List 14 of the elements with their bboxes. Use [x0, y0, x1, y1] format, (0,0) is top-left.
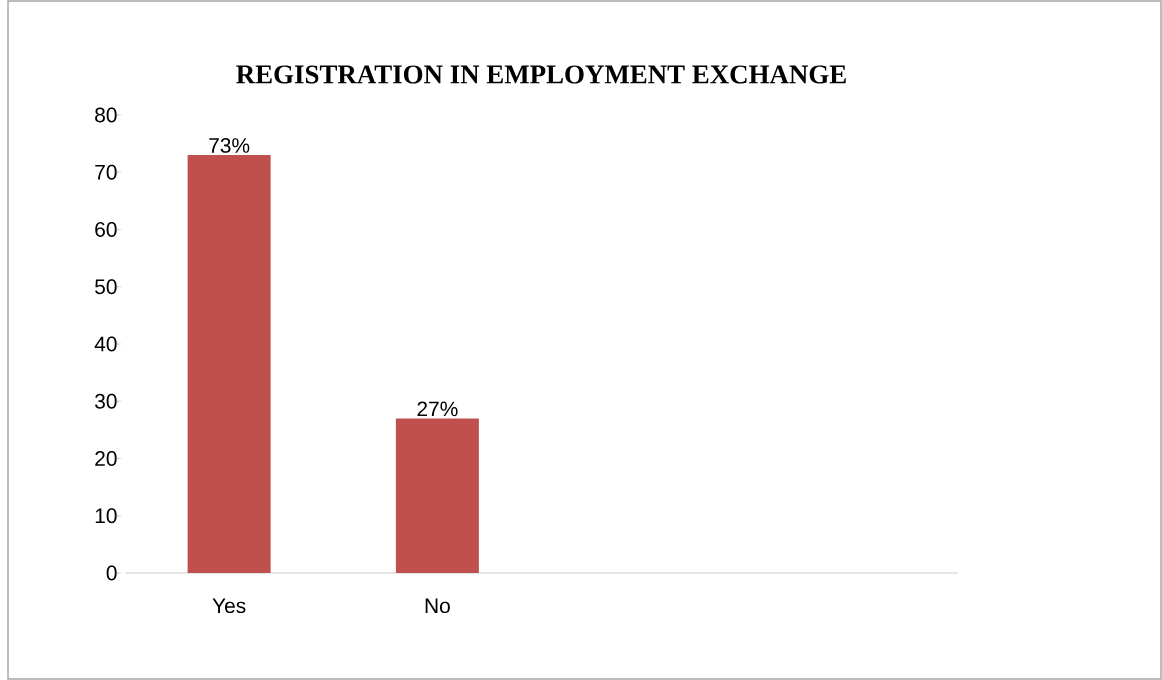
y-tick-label: 60 [95, 222, 117, 237]
y-tick-label: 30 [95, 393, 117, 409]
y-tick-label: 20 [95, 451, 117, 466]
chart-title: REGISTRATION IN EMPLOYMENT EXCHANGE [236, 65, 846, 84]
y-tick-label: 10 [95, 508, 117, 524]
data-label: 73% [209, 138, 250, 153]
y-tick-label: 0 [106, 565, 117, 581]
y-tick-label: 70 [95, 164, 117, 180]
y-tick-label: 50 [95, 279, 117, 295]
y-tick-label: 80 [95, 107, 117, 123]
x-tick-label: No [425, 598, 450, 614]
x-tick-label: Yes [212, 598, 246, 614]
y-tick-label: 40 [94, 336, 117, 352]
data-label: 27% [417, 401, 458, 417]
